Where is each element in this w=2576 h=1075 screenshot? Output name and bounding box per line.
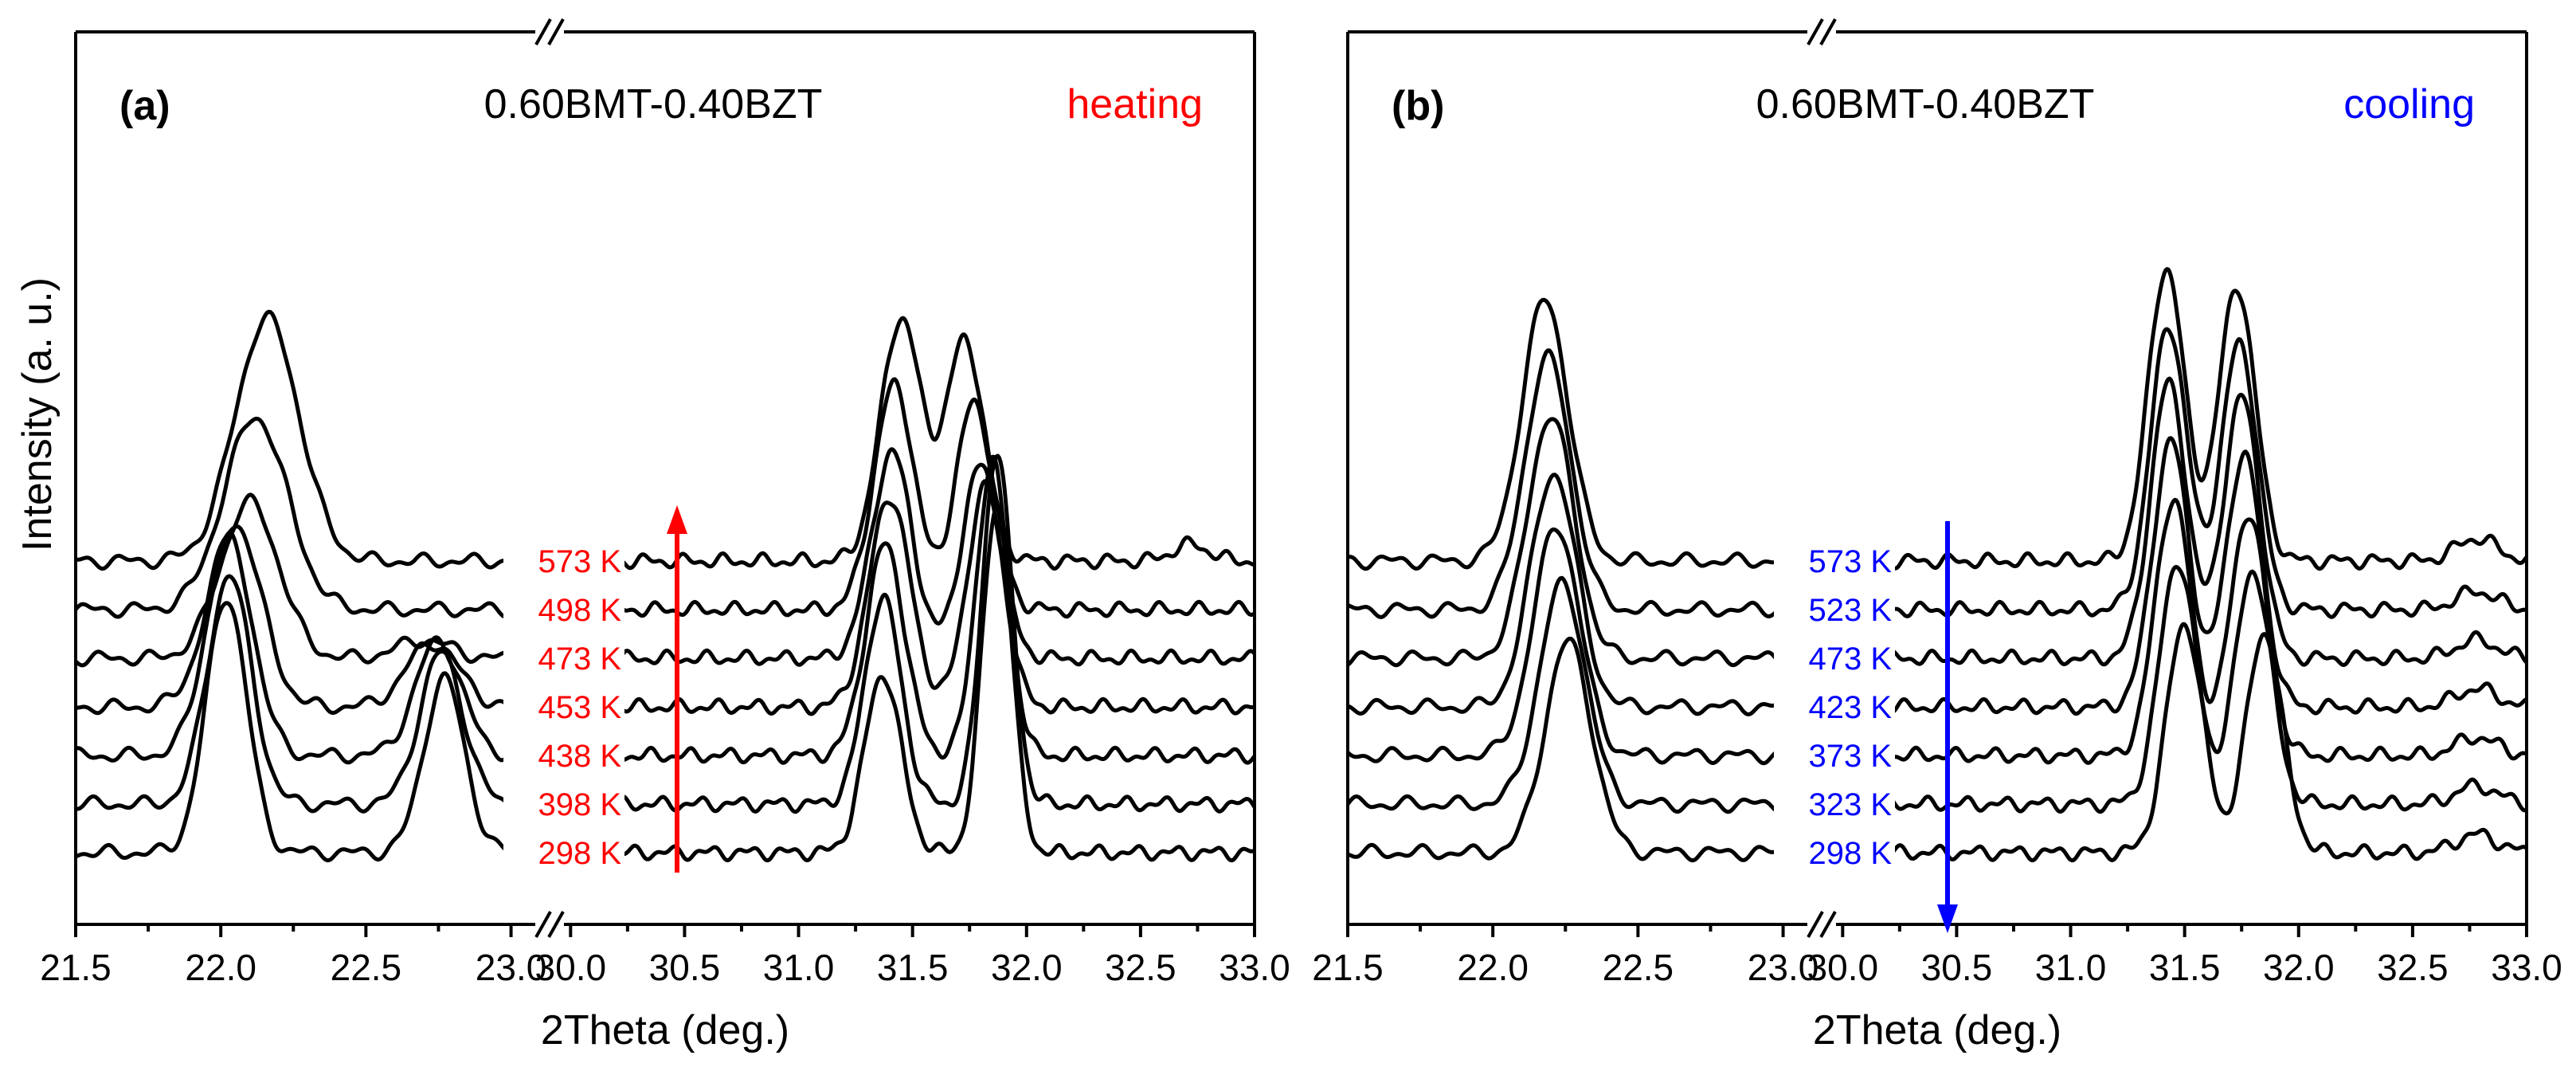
temperature-label: 373 K: [1808, 739, 1892, 774]
temperature-label: 573 K: [1808, 544, 1892, 579]
xrd-curve-453k-left: [75, 524, 542, 717]
temperature-label-bg: [503, 639, 624, 677]
temperature-label: 523 K: [1808, 593, 1892, 628]
temperature-label-bg: [503, 785, 624, 823]
xrd-curve-498k-left: [74, 416, 541, 619]
x-tick-label: 22.0: [185, 947, 256, 988]
temperature-label-bg: [503, 834, 624, 872]
temperature-label-bg: [1774, 688, 1895, 726]
x-tick-label: 22.0: [1457, 947, 1529, 988]
xrd-curve-473k-left: [74, 492, 541, 669]
x-tick-label: 32.0: [991, 947, 1063, 988]
axis-break-mark: [547, 911, 565, 938]
xrd-curve-398k-left: [75, 574, 542, 814]
temperature-label: 298 K: [1808, 836, 1892, 871]
x-tick-label: 31.5: [2149, 947, 2221, 988]
x-tick-label: 21.5: [40, 947, 112, 988]
xrd-curve-373k-left: [1346, 527, 1814, 766]
xrd-curve-423k-left: [1347, 473, 1814, 717]
axis-break-mark: [1819, 911, 1837, 938]
axis-break-mark: [534, 18, 552, 45]
mode-label: cooling: [2343, 81, 2475, 128]
composition-label: 0.60BMT-0.40BZT: [1756, 81, 2095, 128]
x-tick-label: 30.0: [535, 947, 607, 988]
temperature-label: 473 K: [538, 641, 621, 677]
x-tick-label: 32.0: [2263, 947, 2335, 988]
axis-break-mark: [534, 911, 552, 938]
temperature-label: 438 K: [538, 739, 621, 774]
x-tick-label: 23.0: [476, 947, 547, 988]
xrd-curve-298k-right: [1830, 622, 2528, 863]
panel-b: 21.5 22.0 22.5 23.030.0 30.5 31.0 31.5 32.0 32.5…: [1312, 18, 2562, 1053]
temperature-label-bg: [503, 688, 624, 726]
x-tick-label: 30.5: [649, 947, 721, 988]
x-tick-label: 31.0: [763, 947, 835, 988]
axis-break-mark: [1807, 911, 1824, 938]
xrd-curve-473k-right: [1830, 376, 2528, 668]
x-tick-label: 32.5: [2377, 947, 2449, 988]
x-tick-label: 30.5: [1921, 947, 1993, 988]
temperature-label-bg: [1774, 590, 1895, 629]
x-tick-label: 33.0: [2491, 947, 2562, 988]
xrd-curve-423k-right: [1830, 436, 2528, 716]
panel-label: (a): [119, 83, 170, 129]
temperature-label: 498 K: [538, 593, 621, 628]
temperature-label-bg: [503, 542, 624, 580]
xrd-curve-523k-left: [1347, 348, 1815, 619]
temperature-label-bg: [1774, 736, 1895, 775]
x-tick-label: 21.5: [1312, 947, 1384, 988]
xrd-curve-298k-left: [1347, 637, 1813, 863]
x-tick-label: 22.5: [331, 947, 402, 988]
x-tick-label: 33.0: [1219, 947, 1290, 988]
temperature-label-bg: [503, 736, 624, 775]
x-tick-label: 22.5: [1603, 947, 1674, 988]
temperature-label-bg: [503, 590, 624, 629]
temperature-label-bg: [1774, 785, 1895, 823]
temperature-label: 453 K: [538, 690, 621, 725]
x-tick-label: 31.5: [877, 947, 949, 988]
xrd-curve-323k-left: [1345, 575, 1813, 814]
x-tick-label: 31.0: [2035, 947, 2107, 988]
xrd-curve-573k-left: [75, 309, 542, 571]
xrd-curve-573k-left: [1347, 297, 1814, 571]
temperature-label-bg: [1774, 639, 1895, 677]
xrd-curve-453k-right: [558, 479, 1255, 716]
xrd-curve-473k-left: [1346, 417, 1814, 668]
temperature-label: 323 K: [1808, 787, 1892, 822]
temperature-label-bg: [1774, 834, 1895, 872]
temperature-label: 473 K: [1808, 641, 1892, 677]
x-tick-label: 30.0: [1807, 947, 1879, 988]
temperature-label-bg: [1774, 542, 1895, 580]
temperature-label: 398 K: [538, 787, 621, 822]
y-axis-label: Intensity (a. u.): [14, 277, 61, 551]
temperature-label: 573 K: [538, 544, 621, 579]
panel-a: 21.5 22.0 22.5 23.030.0 30.5 31.0 31.5 32.0 32.5…: [40, 18, 1290, 1053]
axis-break-mark: [1819, 18, 1837, 45]
composition-label: 0.60BMT-0.40BZT: [484, 81, 823, 128]
heating-arrow-head: [667, 505, 687, 534]
x-axis-label: 2Theta (deg.): [541, 1007, 789, 1053]
xrd-curve-398k-right: [558, 453, 1257, 814]
x-tick-label: 23.0: [1748, 947, 1819, 988]
axis-break-mark: [547, 18, 565, 45]
x-tick-label: 32.5: [1105, 947, 1176, 988]
xrd-curve-438k-left: [75, 531, 542, 765]
cooling-arrow-head: [1937, 904, 1958, 933]
axis-break-mark: [1807, 18, 1824, 45]
xrd-curve-573k-right: [558, 316, 1255, 571]
mode-label: heating: [1067, 81, 1203, 128]
x-axis-label: 2Theta (deg.): [1813, 1007, 2061, 1053]
xrd-curve-298k-left: [75, 601, 542, 863]
temperature-label: 298 K: [538, 836, 621, 871]
temperature-label: 423 K: [1808, 690, 1892, 725]
panel-label: (b): [1392, 83, 1444, 129]
